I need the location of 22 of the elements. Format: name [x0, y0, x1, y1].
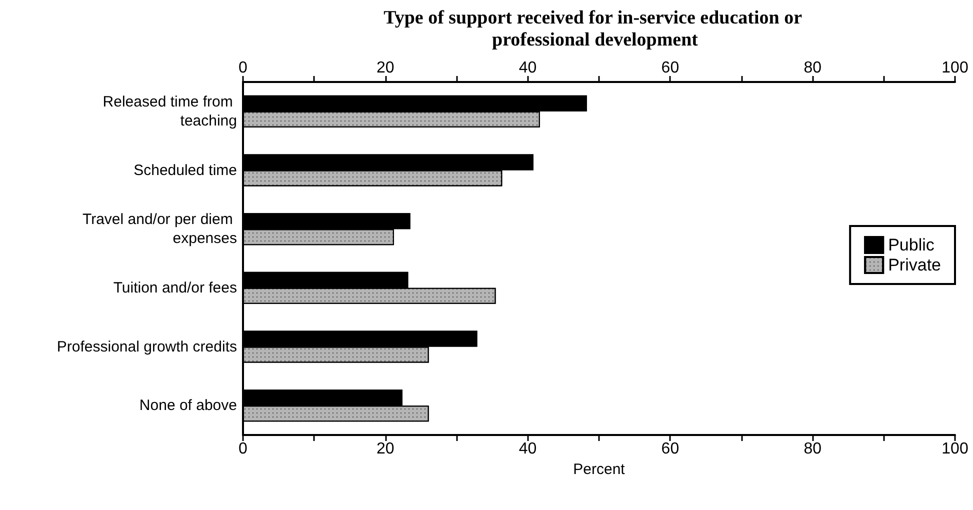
x-tick-label: 40	[518, 440, 537, 458]
x-tick-label: 60	[661, 440, 680, 458]
y-tick-label: Professional growth credits	[56, 338, 237, 356]
chart-title: Type of support received for in-service education or professional development	[384, 8, 806, 50]
x2-tick-label: 60	[661, 60, 680, 76]
x-tick-label: 20	[376, 440, 394, 458]
legend-label: Public	[888, 236, 935, 254]
x2-tick-label: 80	[804, 60, 822, 76]
x-tick-label: 100	[942, 440, 968, 458]
x2-tick-label: 100	[942, 60, 968, 76]
x2-tick-label: 40	[518, 60, 537, 76]
x-tick-label: 80	[804, 440, 822, 458]
x-axis-title: Percent	[573, 460, 626, 478]
legend-label: Private	[888, 256, 942, 274]
x-tick-label: 0	[238, 440, 248, 458]
y-tick-label: Scheduled time	[134, 162, 237, 179]
y-tick-label: Travel and/or per diem expenses	[82, 211, 237, 248]
x2-tick-label: 0	[238, 60, 248, 76]
y-tick-label: Tuition and/or fees	[113, 279, 237, 296]
y-tick-label: Released time from teaching	[102, 93, 237, 130]
x2-tick-label: 20	[376, 60, 394, 76]
y-tick-label: None of above	[139, 397, 237, 414]
